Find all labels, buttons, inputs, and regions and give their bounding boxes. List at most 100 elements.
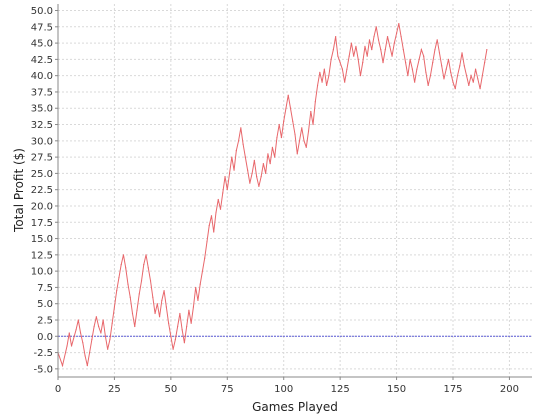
data-point <box>296 153 298 155</box>
data-point <box>113 306 116 308</box>
data-point <box>84 355 86 357</box>
data-point <box>438 52 441 54</box>
data-point <box>407 75 409 77</box>
data-point <box>201 270 204 272</box>
data-point <box>366 55 368 57</box>
data-point <box>344 81 346 83</box>
y-tick-label: 27.5 <box>31 153 53 164</box>
data-point <box>301 127 303 129</box>
data-point <box>310 110 312 113</box>
data-point <box>416 68 418 70</box>
data-point <box>411 68 413 70</box>
data-point <box>95 316 97 318</box>
data-point <box>429 75 432 77</box>
x-tick-label: 50 <box>164 384 177 395</box>
data-point <box>409 58 411 60</box>
data-point <box>303 140 305 142</box>
data-point <box>432 62 434 64</box>
y-tick-label: 45.0 <box>31 39 53 50</box>
data-point <box>242 143 244 145</box>
y-tick-label: 15.0 <box>31 234 53 245</box>
data-point <box>224 176 226 178</box>
y-tick-label: 2.5 <box>37 315 53 326</box>
data-point <box>140 280 143 282</box>
data-point <box>447 58 450 60</box>
x-tick-label: 75 <box>221 384 234 395</box>
data-point <box>348 55 350 57</box>
y-tick-label: 22.5 <box>31 185 53 196</box>
data-point <box>472 81 474 83</box>
data-point <box>161 299 163 302</box>
y-tick-label: 12.5 <box>31 250 53 261</box>
data-point <box>158 316 161 318</box>
data-point <box>145 254 147 256</box>
data-point <box>443 78 445 80</box>
data-point <box>330 58 332 60</box>
data-point <box>319 71 321 74</box>
y-tick-label: 25.0 <box>31 169 53 180</box>
x-axis-title: Games Played <box>252 400 338 414</box>
data-point <box>253 159 255 161</box>
data-point <box>323 68 325 70</box>
data-point <box>260 176 262 178</box>
data-point <box>384 49 386 51</box>
data-point <box>228 172 231 174</box>
data-point <box>289 107 292 109</box>
data-point <box>77 319 79 321</box>
y-tick-label: 47.5 <box>31 22 53 33</box>
data-point <box>280 136 283 139</box>
data-point <box>305 146 307 148</box>
data-point <box>82 342 84 344</box>
data-point <box>274 156 276 158</box>
data-point <box>441 65 443 67</box>
data-point <box>219 208 222 210</box>
data-point <box>111 322 113 324</box>
data-point <box>165 306 167 308</box>
data-point <box>294 133 296 135</box>
data-point <box>450 71 452 74</box>
data-point <box>427 84 429 87</box>
data-point <box>389 45 391 47</box>
data-point <box>405 62 407 64</box>
data-point <box>75 329 77 331</box>
data-point <box>195 286 197 289</box>
data-point <box>136 309 138 311</box>
data-point <box>418 58 420 60</box>
data-point <box>436 39 438 41</box>
y-tick-label: 7.5 <box>37 283 53 294</box>
data-point <box>400 35 402 38</box>
data-point <box>222 192 224 194</box>
data-point <box>138 293 140 295</box>
x-tick-label: 150 <box>387 384 406 395</box>
data-point <box>373 35 375 38</box>
data-point <box>235 149 237 152</box>
data-point <box>210 215 213 217</box>
y-tick-label: 50.0 <box>31 6 53 17</box>
data-point <box>197 299 199 302</box>
data-point <box>375 26 377 28</box>
data-point <box>70 345 73 347</box>
data-point <box>104 335 106 337</box>
data-point <box>393 42 395 44</box>
data-point <box>434 49 436 51</box>
x-tick-label: 125 <box>331 384 350 395</box>
data-point <box>206 241 208 243</box>
data-point <box>120 264 122 266</box>
y-tick-labels: -5.0 -2.5 0.0 2.5 5.0 7.5 10.0 12.5 15.0 17.5 20.0… <box>31 6 58 375</box>
data-point <box>116 290 118 292</box>
data-point <box>461 52 463 54</box>
data-point <box>362 62 364 64</box>
data-point <box>314 101 316 103</box>
data-point <box>168 322 170 324</box>
x-tick-label: 175 <box>443 384 462 395</box>
data-point <box>307 130 310 132</box>
y-tick-label: -5.0 <box>33 364 53 375</box>
data-point <box>468 84 470 87</box>
data-point <box>332 49 334 51</box>
data-point <box>170 335 172 337</box>
data-point <box>152 296 154 298</box>
data-point <box>188 309 190 311</box>
x-tick-label: 25 <box>108 384 121 395</box>
data-point <box>156 303 158 305</box>
x-tick-label: 200 <box>500 384 519 395</box>
